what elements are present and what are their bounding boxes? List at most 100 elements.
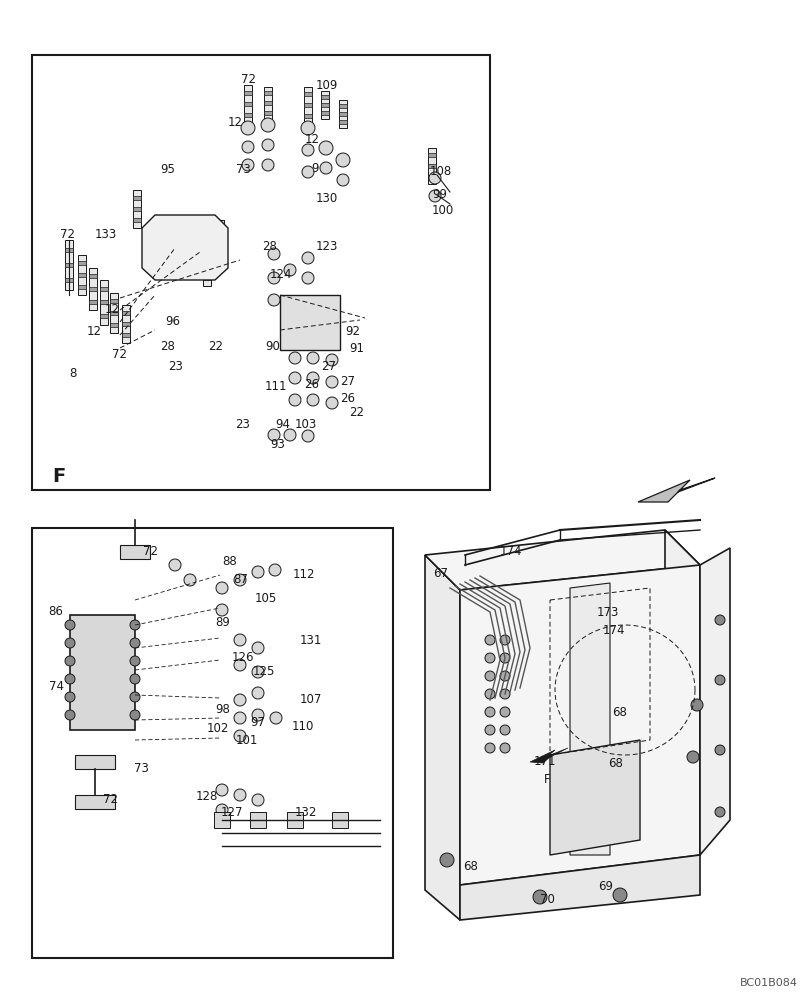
Circle shape xyxy=(262,159,274,171)
Circle shape xyxy=(326,304,338,316)
Circle shape xyxy=(307,332,319,344)
Circle shape xyxy=(130,674,140,684)
Circle shape xyxy=(500,635,510,645)
Circle shape xyxy=(440,853,454,867)
Circle shape xyxy=(500,653,510,663)
Bar xyxy=(100,300,108,304)
Text: 69: 69 xyxy=(598,880,613,893)
Circle shape xyxy=(691,699,703,711)
Circle shape xyxy=(289,312,301,324)
Circle shape xyxy=(234,712,246,724)
Text: 112: 112 xyxy=(293,568,315,581)
Text: 68: 68 xyxy=(612,706,627,719)
Polygon shape xyxy=(570,583,610,855)
Circle shape xyxy=(184,574,196,586)
Circle shape xyxy=(261,118,275,132)
Text: 22: 22 xyxy=(349,406,364,419)
Bar xyxy=(100,314,108,318)
Bar xyxy=(428,148,436,184)
Text: 28: 28 xyxy=(262,240,277,253)
Bar xyxy=(78,261,86,265)
Text: 9: 9 xyxy=(311,162,318,175)
Circle shape xyxy=(289,394,301,406)
Circle shape xyxy=(268,294,280,306)
Bar xyxy=(244,91,252,95)
Bar xyxy=(110,299,118,303)
Bar xyxy=(32,55,490,490)
Circle shape xyxy=(169,559,181,571)
Text: 173: 173 xyxy=(597,606,620,619)
Text: 26: 26 xyxy=(340,392,355,405)
Text: 89: 89 xyxy=(215,616,229,629)
Text: 174: 174 xyxy=(500,545,523,558)
Text: F: F xyxy=(544,773,550,786)
Text: 28: 28 xyxy=(160,340,175,353)
Bar xyxy=(244,102,252,106)
Circle shape xyxy=(500,689,510,699)
Bar xyxy=(100,279,108,324)
Text: 97: 97 xyxy=(250,716,265,729)
Circle shape xyxy=(307,372,319,384)
Text: 27: 27 xyxy=(321,360,336,373)
Polygon shape xyxy=(425,530,700,590)
Bar xyxy=(264,111,272,115)
Circle shape xyxy=(500,671,510,681)
Bar xyxy=(203,254,211,258)
Bar xyxy=(89,268,97,310)
Text: 67: 67 xyxy=(433,567,448,580)
Text: 72: 72 xyxy=(103,793,118,806)
Polygon shape xyxy=(530,748,568,763)
Bar xyxy=(75,795,115,809)
Circle shape xyxy=(302,144,314,156)
Text: 99: 99 xyxy=(432,188,447,201)
Text: 23: 23 xyxy=(168,360,183,373)
Text: 12: 12 xyxy=(87,325,102,338)
Bar xyxy=(110,311,118,315)
Circle shape xyxy=(130,710,140,720)
Bar xyxy=(321,111,329,115)
Text: 72: 72 xyxy=(241,73,256,86)
Circle shape xyxy=(268,272,280,284)
Circle shape xyxy=(65,710,75,720)
Bar xyxy=(339,104,347,108)
Text: BC01B084: BC01B084 xyxy=(740,978,798,988)
Bar xyxy=(203,265,211,269)
Circle shape xyxy=(241,121,255,135)
Circle shape xyxy=(485,725,495,735)
Bar xyxy=(287,812,303,828)
Bar xyxy=(216,226,224,230)
Bar xyxy=(78,255,86,295)
Polygon shape xyxy=(665,530,700,855)
Bar xyxy=(321,103,329,107)
Text: 105: 105 xyxy=(255,592,277,605)
Bar xyxy=(304,92,312,96)
Circle shape xyxy=(234,730,246,742)
Bar xyxy=(339,100,347,128)
Circle shape xyxy=(242,141,254,153)
Text: 128: 128 xyxy=(196,790,218,803)
Circle shape xyxy=(268,429,280,441)
Bar xyxy=(110,293,118,333)
Circle shape xyxy=(326,376,338,388)
Text: 124: 124 xyxy=(270,268,292,281)
Circle shape xyxy=(65,656,75,666)
Bar xyxy=(203,248,211,286)
Text: 74: 74 xyxy=(49,680,64,693)
Bar xyxy=(78,273,86,277)
Text: 123: 123 xyxy=(316,240,339,253)
Circle shape xyxy=(252,687,264,699)
Bar xyxy=(89,300,97,304)
Bar xyxy=(65,278,73,282)
Text: F: F xyxy=(52,467,65,486)
Text: 88: 88 xyxy=(222,555,237,568)
Circle shape xyxy=(65,620,75,630)
Bar xyxy=(122,322,130,326)
Text: 72: 72 xyxy=(112,348,127,361)
Bar xyxy=(244,85,252,123)
Bar xyxy=(216,220,224,258)
Text: 72: 72 xyxy=(143,545,158,558)
Circle shape xyxy=(302,272,314,284)
Circle shape xyxy=(326,354,338,366)
Bar xyxy=(100,286,108,290)
Circle shape xyxy=(301,121,315,135)
